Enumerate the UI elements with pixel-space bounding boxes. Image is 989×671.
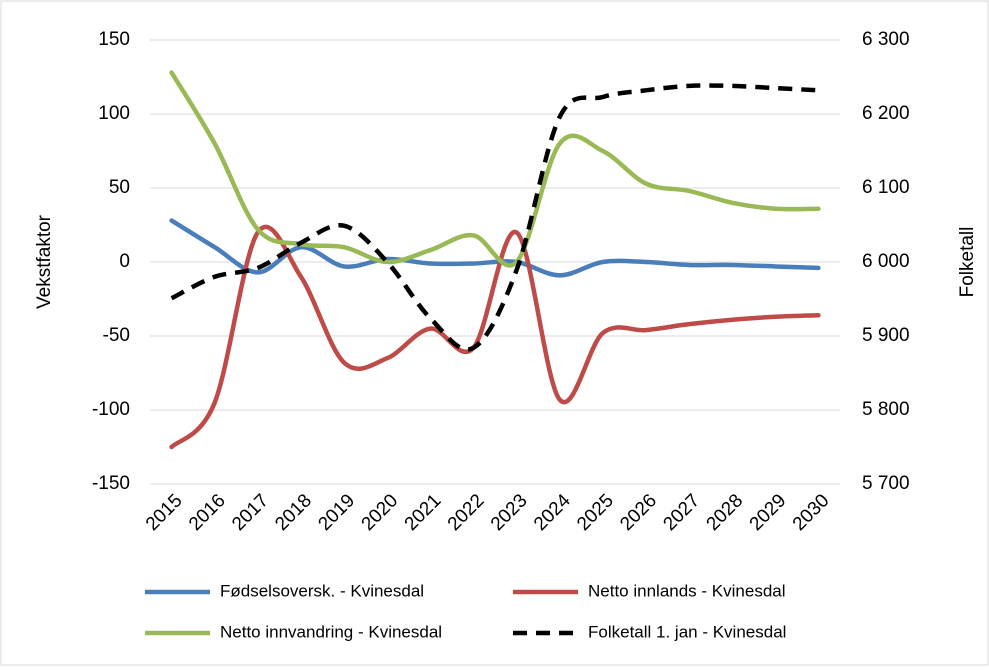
- series-line: [169, 70, 821, 268]
- legend-label: Fødselsoversk. - Kvinesdal: [220, 581, 424, 600]
- y2-tick-label: 5 900: [862, 325, 910, 346]
- legend-label: Netto innvandring - Kvinesdal: [220, 622, 442, 641]
- y-tick-label: 150: [98, 29, 130, 50]
- legend-label: Folketall 1. jan - Kvinesdal: [588, 622, 786, 641]
- y2-tick-label: 5 800: [862, 399, 910, 420]
- y2-tick-label: 5 700: [862, 473, 910, 494]
- y-tick-label: -50: [103, 325, 130, 346]
- series-line: [169, 218, 821, 278]
- series-line: [169, 224, 821, 450]
- series-line: [170, 83, 819, 352]
- y2-tick-label: 6 300: [862, 29, 910, 50]
- y-tick-label: -100: [92, 399, 130, 420]
- y-tick-label: 50: [109, 177, 130, 198]
- legend-label: Netto innlands - Kvinesdal: [588, 581, 786, 600]
- y-tick-label: -150: [92, 473, 130, 494]
- y-tick-label: 0: [119, 251, 130, 272]
- y2-tick-label: 6 200: [862, 103, 910, 124]
- y2-tick-label: 6 000: [862, 251, 910, 272]
- y-axis-label: Vekstfaktor: [34, 214, 55, 309]
- y2-tick-label: 6 100: [862, 177, 910, 198]
- y2-axis-label: Folketall: [957, 227, 978, 298]
- y-tick-label: 100: [98, 103, 130, 124]
